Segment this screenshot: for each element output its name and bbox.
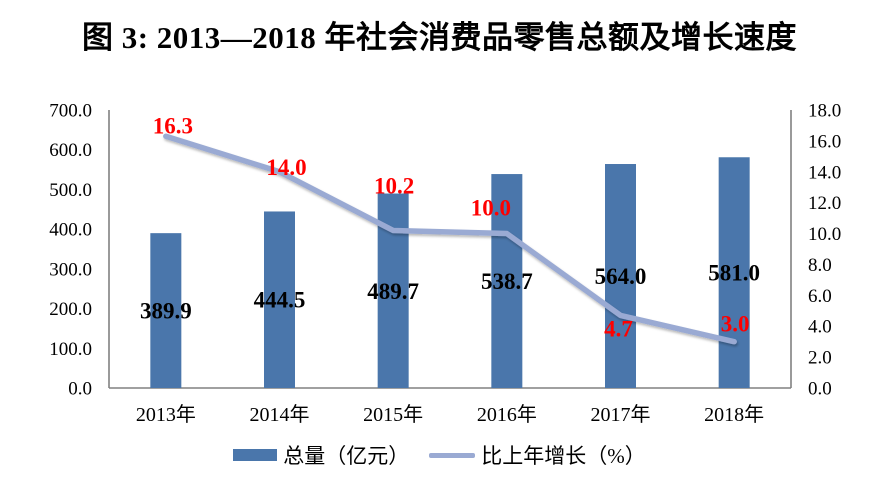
bar-2016年: [491, 174, 523, 388]
bar-value-label: 444.5: [254, 288, 306, 313]
x-axis-label: 2016年: [477, 403, 537, 426]
bar-2013年: [150, 233, 182, 388]
y-axis-right-tick-label: 6.0: [808, 286, 832, 307]
legend-label: 总量（亿元）: [283, 444, 410, 468]
legend-label: 比上年增长（%）: [481, 444, 646, 468]
line-value-label: 16.3: [153, 113, 193, 138]
y-axis-right-tick-label: 4.0: [808, 317, 832, 338]
chart-title: 图 3: 2013—2018 年社会消费品零售总额及增长速度: [81, 20, 798, 55]
bar-swatch-icon: [233, 449, 278, 461]
bar-value-label: 538.7: [481, 269, 533, 294]
line-value-label: 10.0: [471, 196, 511, 221]
y-axis-right-tick-label: 14.0: [808, 162, 841, 183]
line-value-label: 4.7: [604, 316, 633, 341]
line-value-label: 3.0: [721, 312, 750, 337]
chart-legend: 总量（亿元） 比上年增长（%）: [0, 441, 879, 469]
growth-rate-line: [163, 133, 737, 345]
x-axis-label: 2015年: [363, 403, 423, 426]
x-axis-label: 2013年: [136, 403, 196, 426]
y-axis-left-tick-label: 600.0: [49, 140, 92, 161]
y-axis-left-tick-label: 700.0: [49, 101, 92, 122]
legend-item-growth: 比上年增长（%）: [429, 440, 646, 470]
y-axis-right-tick-label: 2.0: [808, 348, 832, 369]
y-axis-right-tick-label: 8.0: [808, 255, 832, 276]
bar-value-label: 564.0: [595, 264, 647, 289]
y-axis-left-tick-label: 400.0: [49, 220, 92, 241]
bar-2014年: [264, 211, 295, 388]
y-axis-right-tick-label: 18.0: [808, 101, 841, 122]
legend-item-total: 总量（亿元）: [233, 440, 409, 470]
y-axis-left-tick-label: 100.0: [49, 339, 92, 360]
line-value-label: 14.0: [266, 155, 306, 180]
bar-2018年: [718, 157, 750, 388]
y-axis-left-tick-label: 200.0: [49, 299, 92, 320]
bar-value-label: 581.0: [708, 261, 760, 286]
x-axis-label: 2018年: [704, 403, 764, 426]
y-axis-left-tick-label: 0.0: [68, 379, 92, 400]
y-axis-right-tick-label: 12.0: [808, 193, 841, 214]
y-axis-right-tick-label: 10.0: [808, 224, 841, 245]
x-axis-label: 2014年: [250, 403, 310, 426]
y-axis-right-tick-label: 0.0: [808, 379, 832, 400]
y-axis-left-tick-label: 300.0: [49, 259, 92, 280]
line-value-label: 10.2: [374, 173, 414, 198]
y-axis-left-tick-label: 500.0: [49, 180, 92, 201]
bar-value-label: 389.9: [140, 299, 192, 324]
bar-2017年: [605, 164, 636, 388]
y-axis-right-tick-label: 16.0: [808, 131, 841, 152]
x-axis-label: 2017年: [591, 403, 651, 426]
line-swatch-icon: [429, 452, 476, 458]
bar-value-label: 489.7: [367, 279, 419, 304]
